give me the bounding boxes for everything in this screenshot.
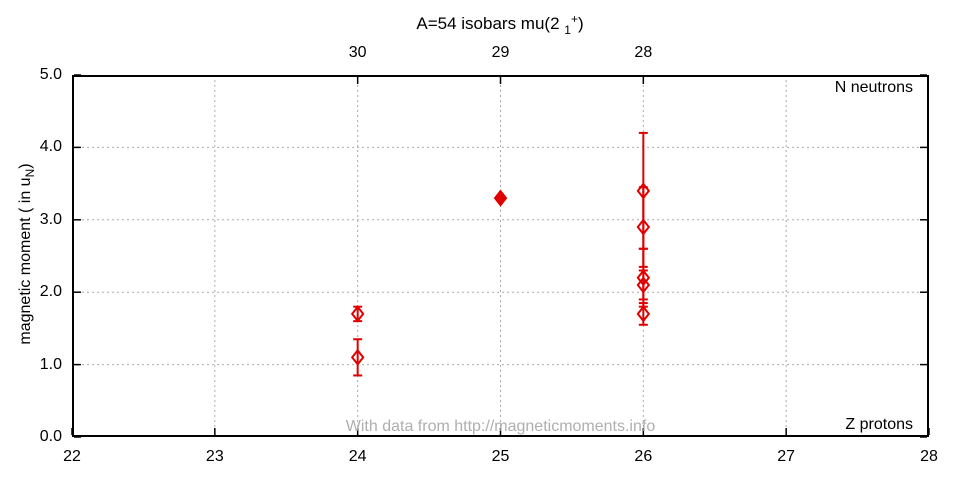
y-tick-label: 2.0 bbox=[39, 283, 62, 301]
y-tick-label: 1.0 bbox=[39, 355, 62, 373]
x-tick-label: 24 bbox=[348, 448, 367, 465]
chart-title-superscript: + bbox=[570, 12, 578, 26]
data-point-marker bbox=[636, 269, 651, 287]
data-point-marker bbox=[636, 218, 651, 236]
chart-title-subscript: 1 bbox=[564, 23, 571, 37]
x-tick-label: 28 bbox=[920, 448, 938, 465]
chart-title-close: ) bbox=[577, 14, 584, 33]
plot-canvas bbox=[71, 74, 930, 438]
data-point-marker bbox=[636, 182, 651, 200]
y-tick-label: 0.0 bbox=[39, 428, 62, 445]
x2-tick-label: 28 bbox=[634, 44, 653, 61]
bottom-right-axis-label: Z protons bbox=[845, 416, 913, 433]
chart-title: A=54 isobars mu(2 1+) bbox=[416, 12, 583, 37]
plot-area: N neutrons Z protons With data from http… bbox=[71, 74, 930, 438]
data-point-marker bbox=[350, 305, 365, 323]
x2-tick-label: 30 bbox=[348, 44, 367, 61]
x2-tick-label: 29 bbox=[491, 44, 510, 61]
y-axis-title-close: ) bbox=[17, 163, 34, 169]
data-point-marker bbox=[636, 276, 651, 294]
y-tick-label: 3.0 bbox=[39, 210, 62, 228]
data-point-marker bbox=[350, 348, 365, 366]
x-tick-label: 26 bbox=[634, 448, 653, 465]
watermark: With data from http://magneticmoments.in… bbox=[345, 418, 656, 435]
y-axis-title-subscript: N bbox=[23, 168, 37, 178]
y-tick-label: 5.0 bbox=[39, 66, 62, 83]
x-tick-label: 22 bbox=[63, 448, 81, 465]
data-point-marker bbox=[493, 189, 508, 207]
y-axis-title-text: magnetic moment ( in u bbox=[17, 177, 34, 345]
x-tick-label: 27 bbox=[777, 448, 796, 465]
top-right-axis-label: N neutrons bbox=[834, 79, 913, 96]
data-point-marker bbox=[636, 305, 651, 323]
plot-frame bbox=[72, 75, 929, 437]
x-tick-label: 23 bbox=[205, 448, 224, 465]
chart-title-text: A=54 isobars mu(2 bbox=[416, 14, 565, 33]
x-tick-label: 25 bbox=[491, 448, 510, 465]
y-axis-title: magnetic moment ( in uN) bbox=[17, 163, 37, 344]
y-tick-label: 4.0 bbox=[39, 138, 62, 156]
